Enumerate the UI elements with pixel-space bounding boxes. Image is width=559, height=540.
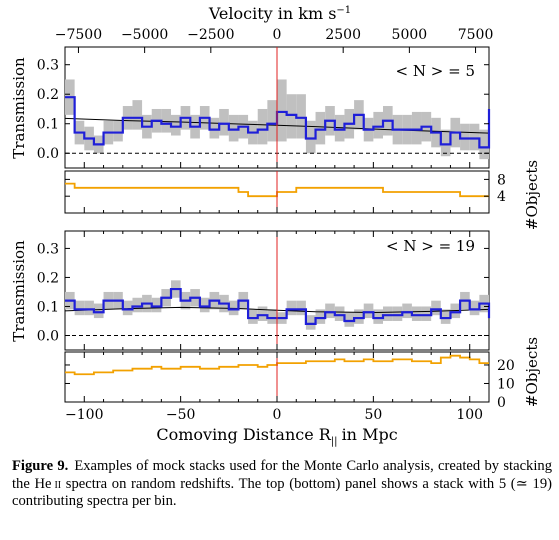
x-tick-label: 0 (273, 407, 282, 423)
y-tick-label: 0.3 (37, 58, 59, 74)
error-band-bin (479, 129, 489, 160)
error-band-bin (286, 94, 297, 139)
top-mean-n-annotation: < N > = 5 (396, 62, 475, 80)
error-band-bin (383, 306, 393, 321)
error-band-bin (469, 300, 480, 316)
velocity-axis-ticks: −7500 −5000 −2500 0 2500 5000 7500 (55, 27, 494, 53)
error-band-bin (74, 300, 85, 316)
top-objects-panel: 48 (64, 171, 506, 213)
y-tick-label: 0.1 (37, 117, 59, 133)
top-transmission-panel: 0.0 0.1 0.2 0.3 (37, 47, 491, 168)
error-band-bin (199, 297, 210, 313)
velocity-tick-label: 0 (273, 27, 282, 43)
error-band-bin (122, 300, 133, 316)
error-band-bin (440, 309, 451, 324)
error-band-bin (402, 303, 412, 319)
error-band-bin (171, 114, 181, 136)
velocity-tick-label: −2500 (187, 27, 234, 43)
caption-text-a: Examples of mock stacks used for the Mon… (12, 458, 552, 492)
velocity-tick-label: −5000 (121, 27, 168, 43)
error-band-bin (373, 111, 383, 139)
error-band-bin (161, 108, 171, 133)
error-band-bin (392, 306, 403, 321)
velocity-tick-label: 5000 (392, 27, 428, 43)
bottom-transmission-panel: 0.0 0.1 0.2 0.3 (37, 231, 491, 350)
error-band-bin (440, 129, 451, 157)
error-band-bin (132, 297, 143, 313)
error-band-bin (421, 306, 432, 321)
x-tick-label: 100 (456, 407, 483, 423)
error-band-bin (257, 108, 268, 145)
error-band-bin (296, 94, 306, 139)
distance-axis-label: Comoving Distance R|| in Mpc (156, 425, 397, 447)
error-band-bin (267, 100, 277, 142)
velocity-tick-label: 7500 (458, 27, 494, 43)
bottom-mean-n-annotation: < N > = 19 (386, 237, 475, 255)
error-band-bin (219, 108, 229, 136)
y-tick-label: 0.3 (37, 241, 59, 257)
error-band-bin (277, 79, 287, 142)
error-band-bin (460, 123, 470, 151)
x-tick-label: 50 (364, 407, 382, 423)
error-band-bin (209, 117, 220, 139)
error-band-bin (257, 306, 268, 321)
error-band-bin (132, 100, 143, 130)
velocity-tick-label: −7500 (55, 27, 102, 43)
error-band-bin (325, 303, 335, 319)
error-band-bin (315, 309, 326, 324)
error-band-bin (296, 300, 306, 316)
y-tick-label: 4 (497, 189, 506, 205)
y-tick-label: 0.2 (37, 270, 59, 286)
x-tick-label: −100 (65, 407, 103, 423)
error-band-bin (151, 297, 162, 313)
y-tick-label: 0.2 (37, 87, 59, 103)
error-band-bin (305, 120, 316, 154)
y-tick-label: 0.0 (37, 328, 59, 344)
error-band-bin (113, 120, 123, 142)
error-band-bin (431, 300, 441, 316)
error-band-bin (84, 300, 94, 316)
y-tick-label: 8 (497, 172, 506, 188)
caption-ion: ii (54, 475, 62, 492)
error-band-bin (267, 309, 277, 324)
y-tick-label: 0.0 (37, 146, 59, 162)
velocity-tick-label: 2500 (325, 27, 361, 43)
error-band-bin (411, 306, 422, 321)
caption-text-b: spectra on random redshifts. The top (bo… (12, 475, 552, 510)
y-tick-label: 0 (497, 395, 506, 411)
bottom-objects-ylabel: #Objects (523, 337, 541, 407)
error-band-bin (305, 315, 316, 330)
y-tick-label: 0.1 (37, 299, 59, 315)
error-band-bin (228, 114, 239, 142)
y-tick-label: 10 (497, 376, 515, 392)
error-band-bin (373, 309, 383, 324)
error-band-bin (93, 303, 104, 319)
figure-caption: Figure 9. Examples of mock stacks used fo… (12, 458, 552, 511)
error-band-bin (411, 111, 422, 145)
error-band-bin (334, 306, 345, 321)
error-band-bin (344, 312, 355, 327)
error-band-bin (354, 309, 364, 324)
figure-canvas: Velocity in km s−1 −7500 −5000 −2500 0 2500 5… (10, 4, 541, 447)
top-transmission-ylabel: Transmission (10, 57, 28, 159)
x-tick-label: −50 (166, 407, 196, 423)
error-band-bin (363, 303, 374, 319)
top-objects-ylabel: #Objects (523, 160, 541, 230)
bottom-transmission-ylabel: Transmission (10, 240, 28, 342)
velocity-axis-label: Velocity in km s−1 (208, 4, 351, 23)
error-band-bin (286, 300, 297, 316)
y-tick-label: 20 (497, 358, 515, 374)
bottom-objects-panel: 0 10 20 −100 −50 0 50 100 (64, 352, 515, 423)
error-band-bin (469, 123, 480, 151)
caption-label: Figure 9. (12, 458, 69, 474)
error-band-bin (248, 309, 258, 324)
error-band-bin (315, 111, 326, 145)
